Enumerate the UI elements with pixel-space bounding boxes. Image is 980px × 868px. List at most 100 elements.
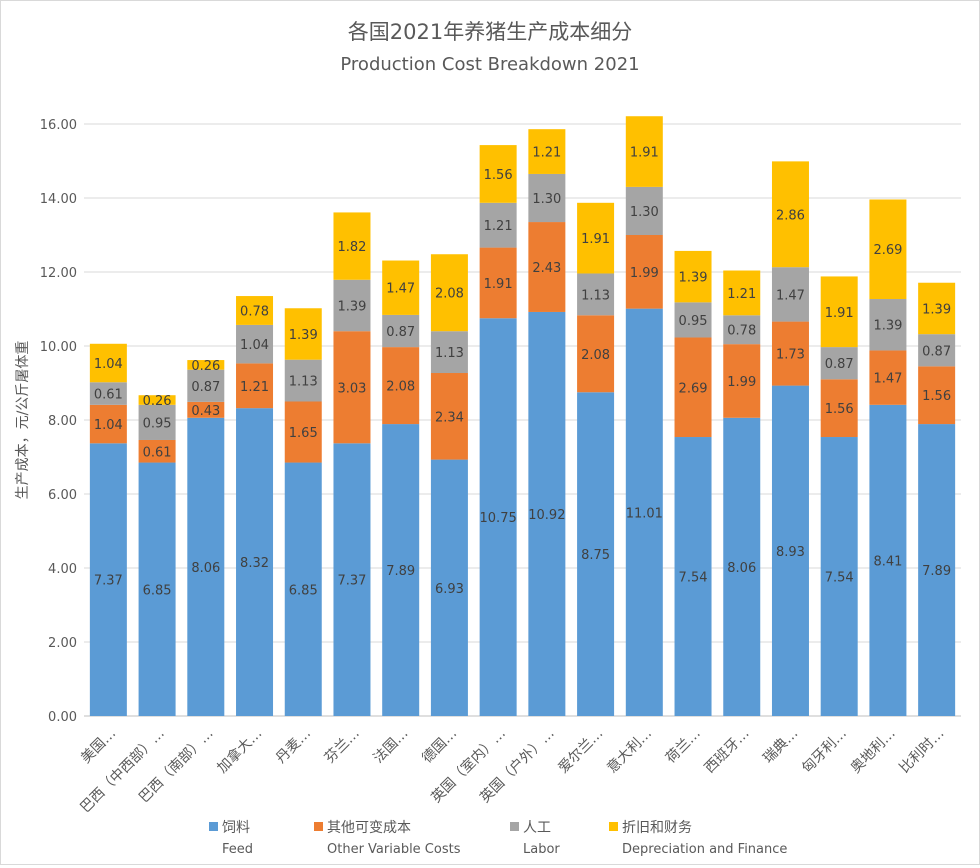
x-tick-label: 荷兰… <box>663 726 704 767</box>
bar-segment <box>138 395 176 405</box>
bar-segment <box>625 186 663 235</box>
data-label: 8.06 <box>727 561 756 576</box>
data-label: 2.08 <box>435 287 464 302</box>
data-label: 1.30 <box>532 192 561 207</box>
bar-segment <box>577 202 615 274</box>
bar-segment <box>187 369 225 402</box>
legend-label-en: Labor <box>523 842 560 857</box>
data-label: 3.03 <box>337 381 366 396</box>
bar-segment <box>723 315 761 345</box>
x-tick-label: 美国… <box>78 726 119 767</box>
data-label: 1.21 <box>727 287 756 302</box>
chart-subtitle: Production Cost Breakdown 2021 <box>340 54 639 75</box>
bar-segment <box>187 401 225 418</box>
bar-segment <box>382 260 420 315</box>
bar-segment <box>577 273 615 316</box>
bar-segment <box>479 202 517 248</box>
data-label: 8.41 <box>873 554 902 569</box>
bar-segment <box>89 343 127 383</box>
data-label: 6.85 <box>289 583 318 598</box>
data-label: 0.95 <box>679 314 708 329</box>
bar-segment <box>333 331 371 444</box>
bar-segment <box>138 404 176 440</box>
bar-segment <box>89 404 127 444</box>
bar-segment <box>577 315 615 393</box>
bar-segment <box>138 439 176 463</box>
bar-segment <box>820 437 858 716</box>
bar-segment <box>284 462 322 716</box>
bar-segment <box>333 212 371 280</box>
x-tick-label: 法国… <box>371 726 412 767</box>
data-label: 2.08 <box>386 380 415 395</box>
bar-segment <box>528 129 566 174</box>
data-label: 7.37 <box>337 574 366 589</box>
bar-segment <box>382 424 420 716</box>
bar-segment <box>674 302 712 338</box>
y-axis-ticks: 0.00 2.00 4.00 6.00 8.00 10.00 12.00 14.00 16.00 <box>40 118 77 725</box>
data-label: 1.65 <box>289 426 318 441</box>
bar-segment <box>138 462 176 716</box>
bar-segment <box>918 282 956 335</box>
bar-segment <box>771 385 809 716</box>
data-label: 1.21 <box>240 380 269 395</box>
x-tick-label: 奥地利… <box>847 725 899 777</box>
x-tick-label: 瑞典… <box>760 726 801 767</box>
x-tick-label: 丹麦… <box>273 726 314 767</box>
x-tick-label: 西班牙… <box>702 726 753 777</box>
data-label: 0.87 <box>191 380 220 395</box>
bar-segment <box>89 443 127 716</box>
data-label: 0.26 <box>143 394 172 409</box>
data-label: 2.34 <box>435 410 464 425</box>
bar-segment <box>187 360 225 370</box>
data-label: 1.47 <box>776 288 805 303</box>
data-label: 1.39 <box>873 319 902 334</box>
bar-segment <box>528 222 566 312</box>
data-label: 0.95 <box>143 416 172 431</box>
data-label: 0.78 <box>240 304 269 319</box>
bar-segment <box>333 443 371 716</box>
bar-segment <box>430 331 468 374</box>
bar-segment <box>236 324 274 364</box>
bar-segment <box>479 318 517 716</box>
legend-label: 其他可变成本 <box>327 820 411 836</box>
y-tick-label: 10.00 <box>40 340 77 355</box>
bar-segment <box>674 437 712 716</box>
data-label: 7.89 <box>386 564 415 579</box>
x-tick-label: 德国… <box>419 726 460 767</box>
data-label: 1.04 <box>94 357 123 372</box>
bar-segment <box>382 314 420 348</box>
bar-segment <box>820 276 858 348</box>
data-label: 7.54 <box>679 571 708 586</box>
bar-segment <box>771 321 809 386</box>
x-tick-label: 意大利… <box>604 725 656 777</box>
y-tick-label: 8.00 <box>48 414 77 429</box>
bar-segment <box>187 417 225 716</box>
legend-label: 人工 <box>523 820 551 836</box>
data-label: 1.56 <box>825 402 854 417</box>
bar-segment <box>236 408 274 716</box>
bar-segment <box>674 337 712 438</box>
legend-swatch <box>209 822 218 831</box>
bar-segment <box>771 161 809 268</box>
data-label: 8.06 <box>191 561 220 576</box>
y-tick-label: 14.00 <box>40 192 77 207</box>
data-label: 1.91 <box>581 232 610 247</box>
data-label: 6.85 <box>143 583 172 598</box>
bar-segment <box>820 347 858 380</box>
data-label: 10.75 <box>480 511 517 526</box>
data-label: 7.54 <box>825 571 854 586</box>
data-label: 1.30 <box>630 205 659 220</box>
data-label: 7.89 <box>922 564 951 579</box>
data-label: 1.91 <box>825 306 854 321</box>
data-label: 2.86 <box>776 208 805 223</box>
x-tick-label: 爱尔兰… <box>556 726 607 777</box>
bar-segment <box>284 308 322 360</box>
bar-segment <box>723 344 761 418</box>
bar-segment <box>430 254 468 332</box>
bar-segment <box>528 173 566 223</box>
legend-label: 饲料 <box>222 820 250 836</box>
gridlines <box>84 123 961 717</box>
x-tick-label: 芬兰… <box>322 726 363 767</box>
